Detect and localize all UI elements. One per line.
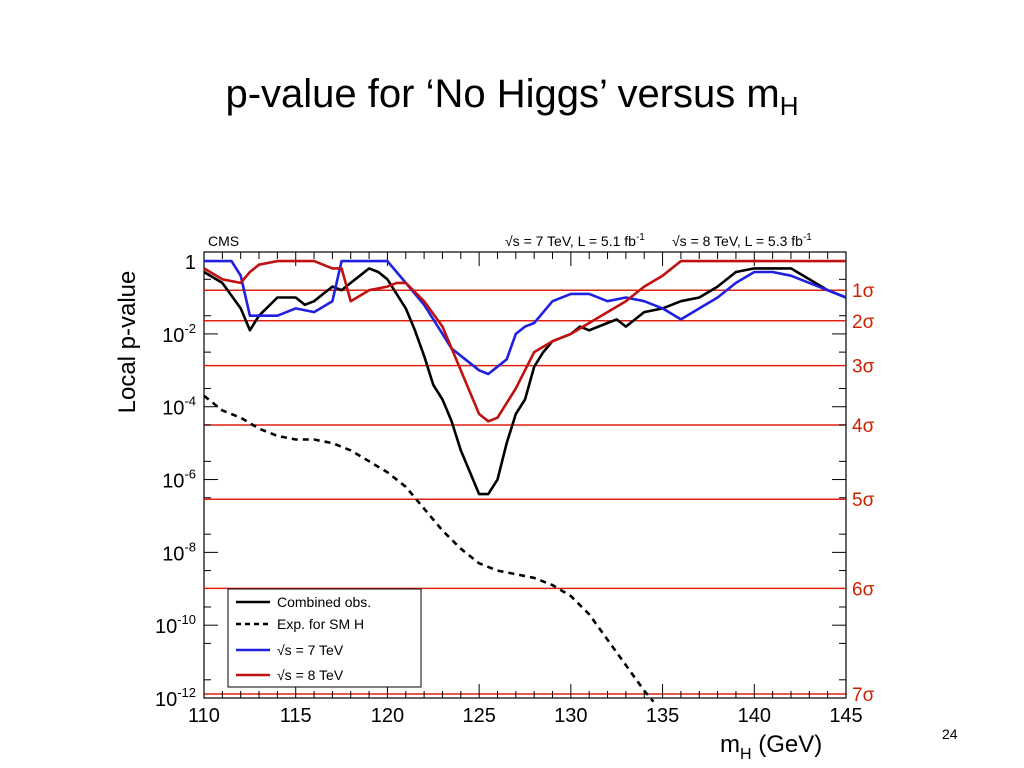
x-tick-label: 145 (829, 705, 862, 727)
x-tick-label: 115 (280, 705, 312, 727)
x-axis-label: mH (GeV) (720, 731, 822, 763)
slide-title: p-value for ‘No Higgs’ versus mH (0, 72, 1024, 122)
experiment-label: CMS (208, 233, 239, 249)
sigma-lines: 1σ 2σ 3σ 4σ 5σ 6σ 7σ (204, 281, 875, 706)
series-lines (203, 259, 847, 703)
y-tick-label: 10-10 (155, 612, 196, 638)
x-axis-label-main: m (720, 731, 740, 758)
legend-7tev: √s = 7 TeV (277, 642, 344, 658)
sigma-label-3: 3σ (852, 357, 875, 378)
series-8tev (203, 259, 846, 423)
legend-expected: Exp. for SM H (277, 616, 364, 632)
y-axis-label: Local p-value (114, 271, 141, 414)
sigma-label-5: 5σ (852, 490, 875, 511)
axis-ticks: 110 115 120 125 130 135 140 145 1 10-2 10-4 10-6 10-… (155, 252, 863, 727)
legend-combined: Combined obs. (277, 594, 371, 610)
energy-label-2: √s = 8 TeV, L = 5.3 fb-1 (672, 232, 812, 249)
sigma-label-7: 7σ (852, 685, 875, 706)
y-tick-label: 1 (185, 252, 196, 274)
x-axis-label-rest: (GeV) (752, 731, 823, 758)
energy-label-2-text: √s = 8 TeV, L = 5.3 fb (672, 233, 803, 249)
legend-8tev: √s = 8 TeV (277, 667, 344, 683)
x-tick-label: 125 (462, 705, 495, 727)
legend-box (227, 588, 422, 688)
x-tick-label: 130 (554, 705, 587, 727)
sigma-label-6: 6σ (852, 579, 875, 600)
y-tick-label: 10-4 (162, 394, 196, 420)
y-tick-label: 10-6 (162, 467, 196, 493)
x-tick-label: 120 (371, 705, 404, 727)
energy-label-1-sup: -1 (636, 232, 645, 243)
energy-label-1: √s = 7 TeV, L = 5.1 fb-1 (505, 232, 645, 249)
plot-frame (203, 251, 847, 699)
sigma-label-4: 4σ (852, 416, 875, 437)
energy-label-1-text: √s = 7 TeV, L = 5.1 fb (505, 233, 636, 249)
series-7tev (204, 259, 847, 376)
x-axis-label-sub: H (740, 746, 752, 763)
slide-title-main: p-value for ‘No Higgs’ versus m (225, 72, 780, 116)
series-combined-observed (203, 267, 847, 496)
x-tick-label: 135 (646, 705, 679, 727)
y-tick-label: 10-8 (162, 539, 196, 565)
y-tick-label: 10-12 (155, 685, 196, 711)
sigma-label-1: 1σ (852, 281, 875, 302)
energy-label-2-sup: -1 (803, 232, 812, 243)
series-expected-sm-higgs (203, 394, 655, 703)
slide-title-subscript: H (779, 91, 799, 121)
page-number: 24 (942, 726, 958, 742)
x-tick-label: 110 (188, 705, 220, 727)
x-tick-label: 140 (738, 705, 771, 727)
sigma-label-2: 2σ (852, 312, 875, 333)
y-tick-label: 10-2 (162, 321, 196, 347)
legend: Combined obs. Exp. for SM H √s = 7 TeV √… (227, 588, 422, 688)
